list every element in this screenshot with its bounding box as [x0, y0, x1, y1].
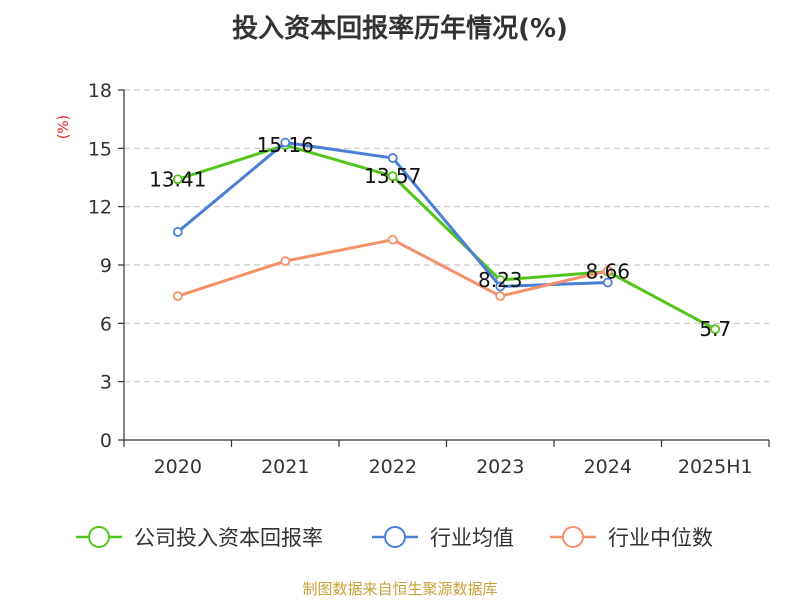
legend-marker [88, 526, 110, 548]
data-point [387, 234, 398, 245]
series-line [177, 143, 716, 331]
data-point [280, 256, 291, 267]
data-label: 15.16 [257, 133, 314, 157]
legend-label: 行业中位数 [608, 526, 713, 550]
data-label: 8.66 [585, 260, 630, 284]
data-point [172, 291, 183, 302]
x-tick-label: 2024 [584, 456, 632, 478]
data-labels: 13.41 15.16 13.57 8.23 8.66 5.7 [149, 133, 731, 341]
legend-label: 行业均值 [430, 526, 514, 550]
y-tick-label: 9 [100, 255, 112, 277]
y-tick-label: 18 [88, 80, 112, 102]
y-tick-label: 12 [88, 197, 112, 219]
y-tick-label: 3 [100, 372, 112, 394]
legend: 公司投入资本回报率 行业均值 行业中位数 [76, 526, 713, 550]
y-tick-label: 0 [100, 430, 112, 452]
data-label: 13.57 [364, 164, 421, 188]
series-line [177, 238, 609, 298]
y-tick-label: 15 [88, 138, 112, 160]
x-tick-label: 2022 [369, 456, 417, 478]
source-note: 制图数据来自恒生聚源数据库 [302, 580, 498, 598]
x-tick-label: 2025H1 [678, 456, 753, 478]
x-tick-label: 2020 [154, 456, 202, 478]
data-point [387, 153, 398, 163]
data-label: 8.23 [478, 268, 523, 292]
x-tick-label: 2021 [261, 456, 309, 478]
data-point [495, 291, 506, 302]
data-point [602, 265, 613, 276]
series-layer [172, 137, 721, 335]
data-point [495, 281, 506, 292]
data-label: 13.41 [149, 167, 206, 191]
axes: 0 3 6 9 12 15 18 2020 2021 2022 2023 2024 2025H1 [88, 80, 770, 478]
data-point [172, 174, 183, 185]
data-label: 5.7 [699, 317, 731, 341]
data-point [387, 171, 398, 182]
legend-label: 公司投入资本回报率 [134, 526, 323, 550]
data-point [280, 137, 291, 148]
legend-marker [384, 526, 406, 548]
legend-marker [562, 526, 584, 548]
data-point [172, 227, 183, 237]
y-tick-label: 6 [100, 313, 112, 335]
x-tick-label: 2023 [476, 456, 524, 478]
grid-lines [124, 89, 769, 383]
chart-title: 投入资本回报率历年情况(%) [232, 14, 568, 44]
data-point [602, 277, 613, 288]
data-point [710, 324, 721, 335]
y-axis-unit-label: (%) [56, 115, 72, 139]
